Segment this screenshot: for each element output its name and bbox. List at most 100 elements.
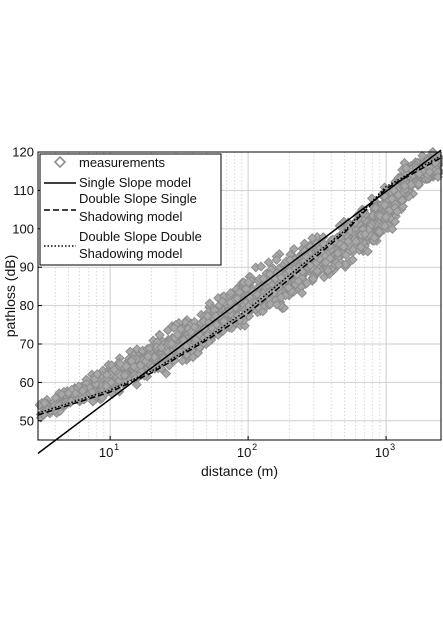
x-tick-exponent: 1 bbox=[114, 442, 119, 452]
measurement-point bbox=[312, 266, 323, 277]
measurement-point bbox=[430, 157, 441, 168]
measurement-point bbox=[60, 400, 71, 411]
measurement-point bbox=[119, 370, 130, 381]
measurement-point bbox=[156, 342, 167, 353]
measurement-point bbox=[101, 369, 112, 380]
measurement-point bbox=[188, 352, 198, 363]
measurement-point bbox=[92, 369, 103, 380]
measurement-point bbox=[232, 293, 243, 304]
measurement-point bbox=[424, 166, 435, 177]
measurement-point bbox=[297, 288, 308, 299]
measurement-point bbox=[355, 242, 366, 252]
measurement-point bbox=[202, 311, 213, 322]
legend-label-double-slope-double-2: Shadowing model bbox=[79, 246, 182, 261]
measurement-point bbox=[204, 298, 215, 309]
measurement-point bbox=[130, 373, 141, 384]
plot-frame bbox=[37, 151, 442, 441]
measurement-point bbox=[70, 388, 81, 399]
measurement-point bbox=[175, 346, 186, 357]
legend-label-double-slope-double-1: Double Slope Double bbox=[79, 229, 202, 244]
measurement-point bbox=[87, 396, 98, 407]
y-tick-label: 90 bbox=[20, 260, 34, 275]
measurement-point bbox=[258, 273, 269, 284]
measurement-point bbox=[320, 257, 331, 268]
legend: measurements Single Slope model Double S… bbox=[39, 153, 222, 266]
measurement-point bbox=[162, 325, 173, 336]
measurement-point bbox=[399, 180, 410, 191]
measurement-point bbox=[101, 381, 112, 392]
measurement-point bbox=[351, 236, 362, 247]
model-line-solid bbox=[37, 149, 442, 454]
x-tick-label: 10 bbox=[99, 445, 113, 460]
measurement-point bbox=[39, 398, 50, 409]
measurement-point bbox=[275, 292, 286, 303]
x-tick-exponent: 2 bbox=[252, 442, 257, 452]
measurement-point bbox=[350, 217, 361, 228]
measurement-point bbox=[172, 329, 183, 340]
y-tick-label: 70 bbox=[20, 337, 34, 352]
measurement-point bbox=[263, 257, 274, 268]
measurement-point bbox=[347, 254, 358, 265]
measurement-point bbox=[379, 221, 390, 231]
legend-label-measurements: measurements bbox=[79, 155, 165, 170]
legend-marker-measurements bbox=[53, 155, 67, 169]
measurement-point bbox=[322, 265, 333, 276]
measurement-point bbox=[414, 168, 425, 179]
measurement-point bbox=[271, 254, 282, 265]
measurement-point bbox=[417, 150, 428, 161]
measurement-point bbox=[299, 246, 310, 257]
y-tick-label: 60 bbox=[20, 375, 34, 390]
legend-box bbox=[39, 153, 222, 266]
measurement-point bbox=[288, 243, 299, 254]
measurement-point bbox=[318, 232, 329, 243]
measurement-point bbox=[387, 193, 397, 204]
y-tick-label: 120 bbox=[12, 145, 34, 160]
measurement-point bbox=[135, 360, 146, 371]
measurement-point bbox=[392, 206, 403, 217]
measurement-point bbox=[341, 250, 351, 261]
measurement-point bbox=[53, 400, 64, 411]
model-line-dotted bbox=[37, 155, 442, 414]
measurement-point bbox=[343, 236, 354, 247]
y-tick-label: 80 bbox=[20, 298, 34, 313]
measurement-point bbox=[308, 273, 319, 284]
measurement-point bbox=[284, 266, 295, 276]
measurement-point bbox=[360, 229, 371, 240]
measurement-point bbox=[50, 392, 61, 403]
model-lines bbox=[37, 149, 442, 454]
measurement-point bbox=[87, 387, 98, 398]
measurement-point bbox=[379, 182, 390, 193]
x-tick-exponent: 3 bbox=[390, 442, 395, 452]
measurement-point bbox=[161, 368, 172, 379]
measurement-point bbox=[381, 212, 391, 222]
measurement-point bbox=[271, 299, 282, 310]
x-axis-title: distance (m) bbox=[201, 463, 278, 479]
measurement-point bbox=[77, 385, 88, 396]
x-tick-label: 10 bbox=[237, 445, 251, 460]
measurement-point bbox=[293, 276, 304, 287]
y-tick-label: 100 bbox=[12, 221, 34, 236]
measurement-point bbox=[225, 297, 236, 308]
measurement-point bbox=[406, 179, 417, 190]
measurement-point bbox=[203, 317, 214, 328]
measurement-point bbox=[177, 355, 188, 366]
measurement-point bbox=[240, 308, 251, 319]
measurement-point bbox=[186, 327, 197, 338]
x-tick-label: 10 bbox=[375, 445, 389, 460]
measurement-point bbox=[217, 326, 228, 337]
measurement-point bbox=[369, 232, 380, 243]
measurement-point bbox=[340, 259, 351, 270]
y-axis-title: pathloss (dB) bbox=[2, 255, 18, 337]
measurement-point bbox=[387, 224, 398, 235]
grid-layer bbox=[37, 151, 441, 440]
measurement-point bbox=[307, 233, 318, 244]
measurement-point bbox=[333, 259, 344, 270]
measurement-point bbox=[243, 277, 254, 288]
measurement-point bbox=[433, 172, 443, 182]
measurement-point bbox=[338, 241, 349, 252]
measurement-point bbox=[276, 272, 287, 283]
measurement-point bbox=[126, 355, 137, 366]
measurement-point bbox=[332, 248, 343, 259]
measurement-point bbox=[256, 261, 267, 272]
